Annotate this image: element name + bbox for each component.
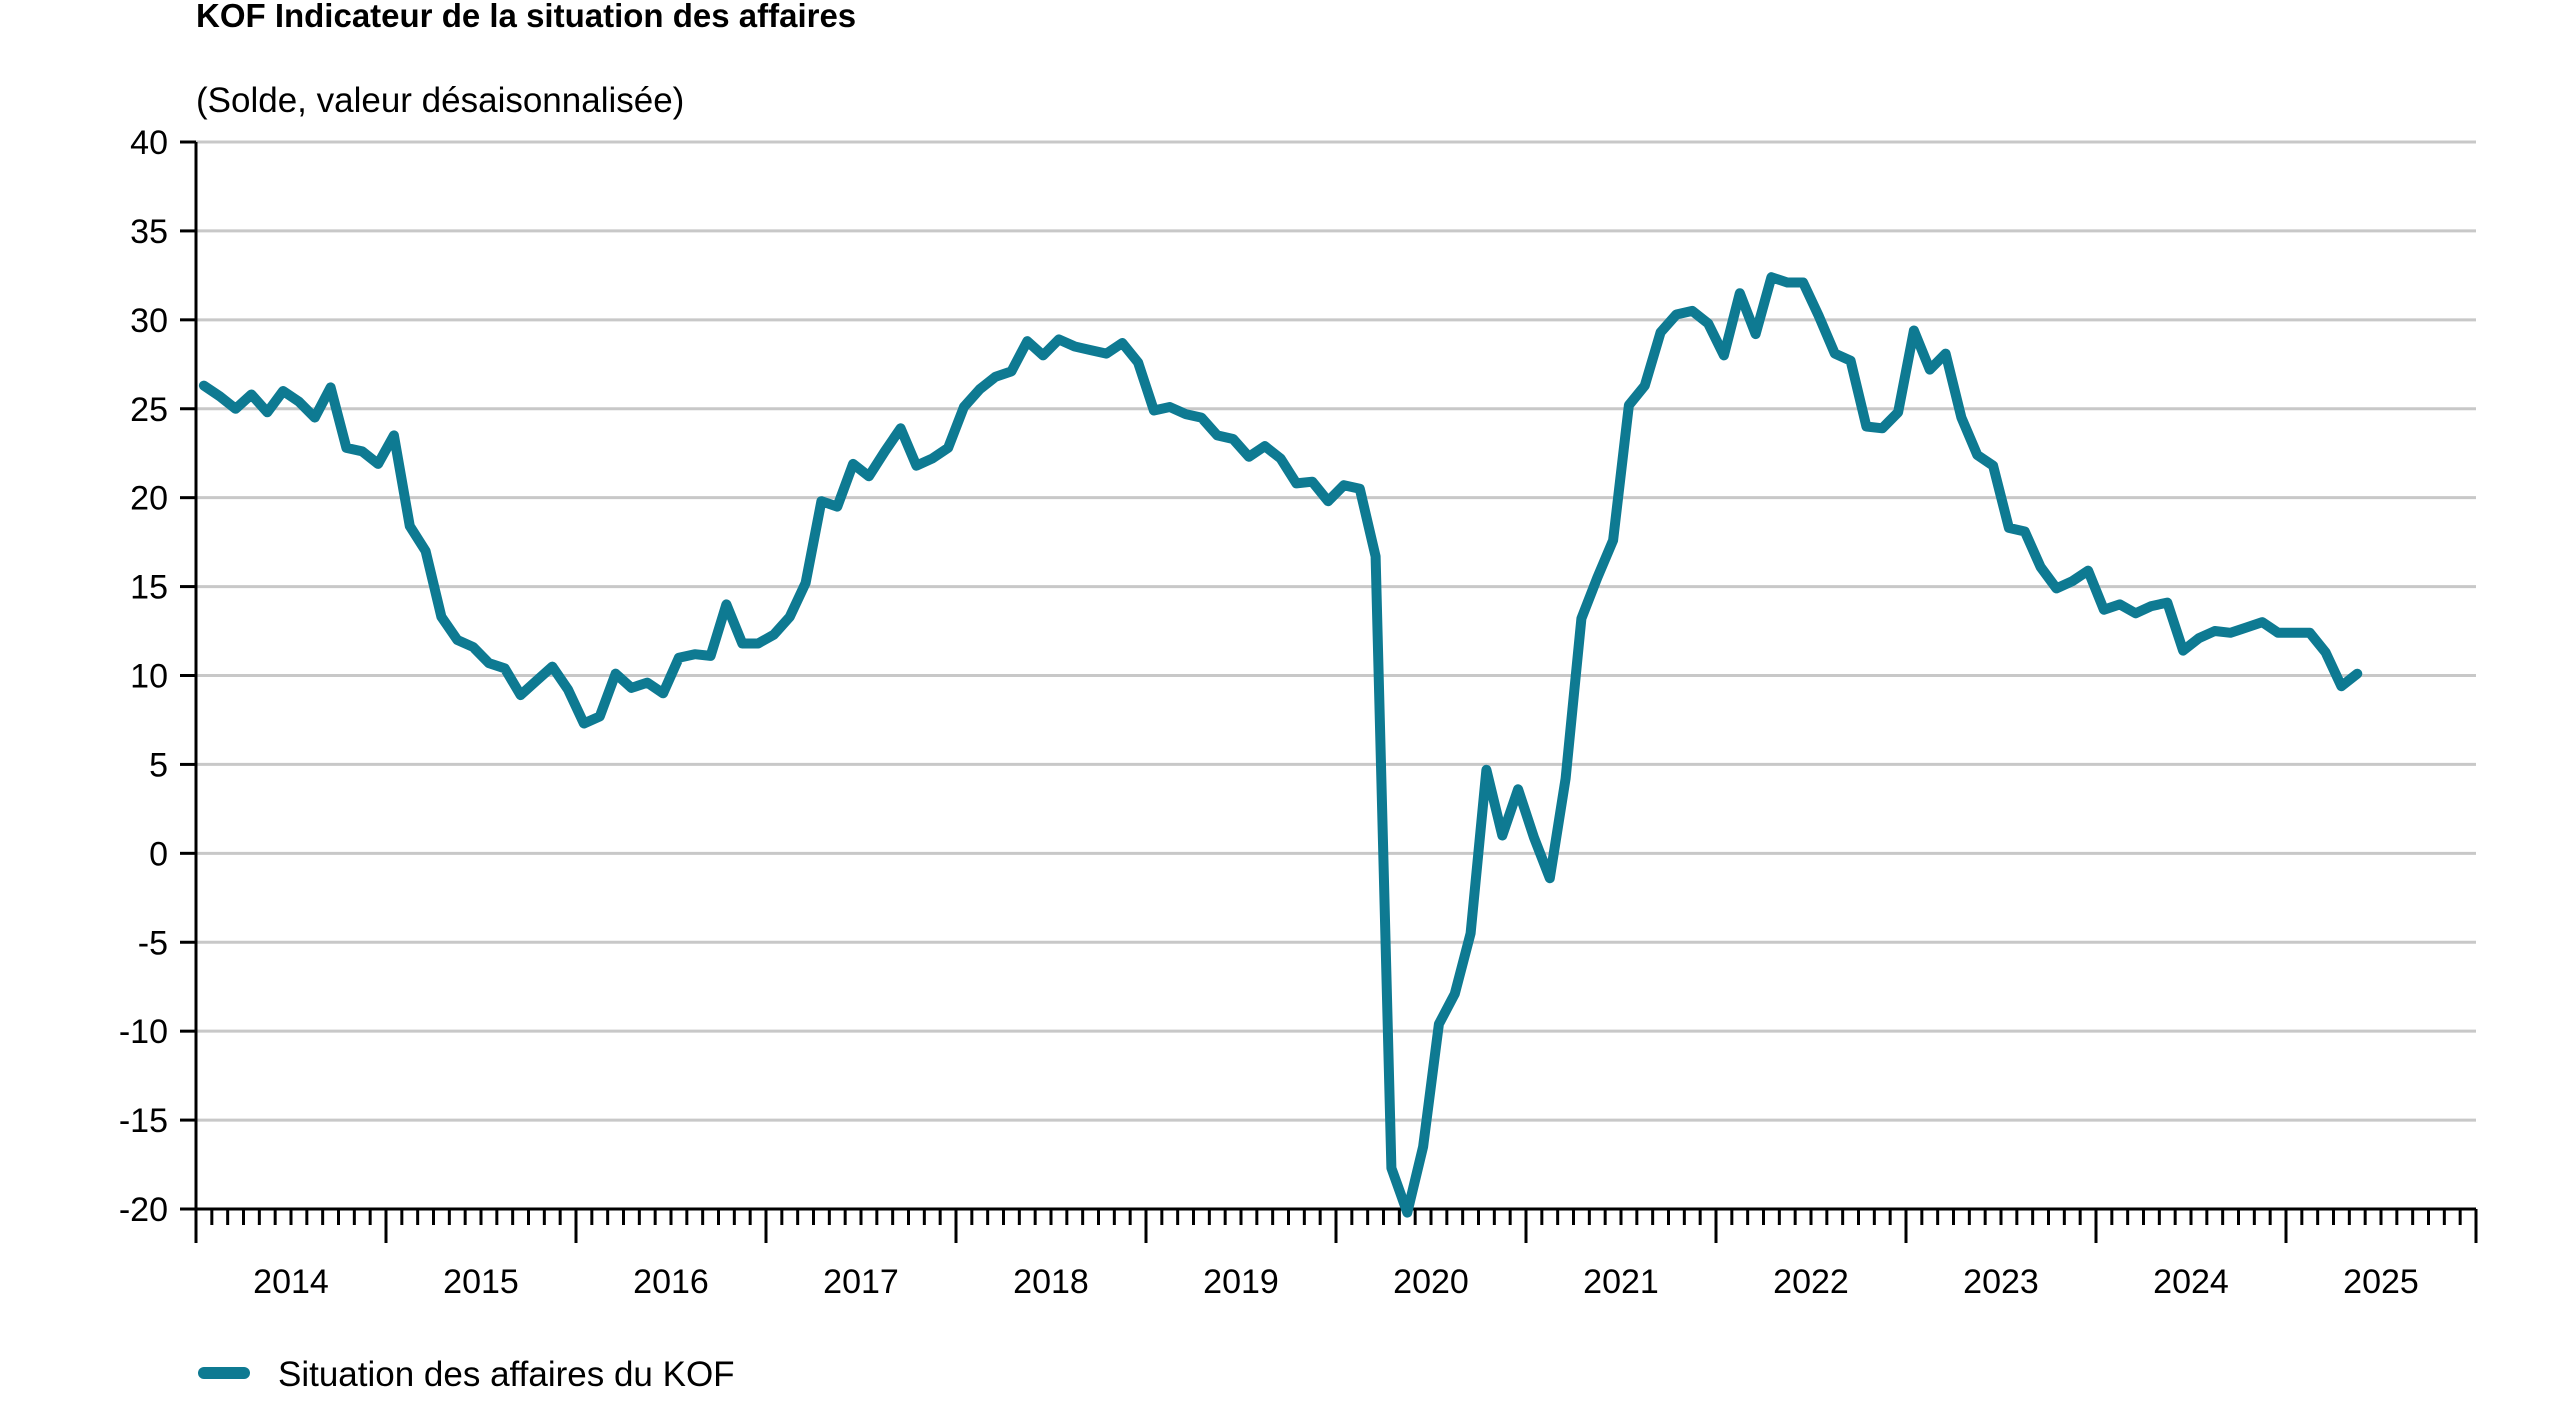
x-tick-label: 2017	[823, 1263, 899, 1301]
x-tick-label: 2019	[1203, 1263, 1279, 1301]
x-tick-label: 2018	[1013, 1263, 1089, 1301]
x-tick-label: 2025	[2343, 1263, 2419, 1301]
x-tick-label: 2014	[253, 1263, 329, 1301]
chart-subtitle: (Solde, valeur désaisonnalisée)	[196, 81, 684, 120]
y-tick-label: -15	[119, 1102, 168, 1140]
x-tick-label: 2015	[443, 1263, 519, 1301]
y-tick-label: 15	[130, 569, 168, 607]
y-tick-label: 35	[130, 213, 168, 251]
y-tick-label: 0	[149, 835, 168, 873]
x-tick-label: 2021	[1583, 1263, 1659, 1301]
y-tick-label: -5	[138, 924, 168, 962]
x-tick-label: 2024	[2153, 1263, 2229, 1301]
y-tick-label: 25	[130, 391, 168, 429]
y-tick-label: 20	[130, 480, 168, 518]
y-tick-label: -20	[119, 1191, 168, 1229]
y-tick-label: -10	[119, 1013, 168, 1051]
plot-area	[198, 272, 2363, 1218]
x-tick-label: 2022	[1773, 1263, 1849, 1301]
legend-label: Situation des affaires du KOF	[278, 1355, 735, 1394]
x-tick-label: 2020	[1393, 1263, 1469, 1301]
gridlines	[196, 140, 2476, 1122]
x-tick-label: 2023	[1963, 1263, 2039, 1301]
y-axis: 40 35 30 25 20 15 10 5 0 -5 -10 -15 -20	[119, 124, 198, 1229]
y-tick-label: 30	[130, 302, 168, 340]
legend: Situation des affaires du KOF	[198, 1355, 735, 1394]
y-tick-label: 40	[130, 124, 168, 162]
chart-title: KOF Indicateur de la situation des affai…	[196, 0, 856, 34]
x-axis: 2014 2015 2016 2017 2018 2019 2020 2021 2022 2023…	[194, 1207, 2478, 1301]
y-tick-label: 10	[130, 658, 168, 696]
y-tick-label: 5	[149, 746, 168, 784]
series-line	[198, 272, 2363, 1218]
x-tick-label: 2016	[633, 1263, 709, 1301]
